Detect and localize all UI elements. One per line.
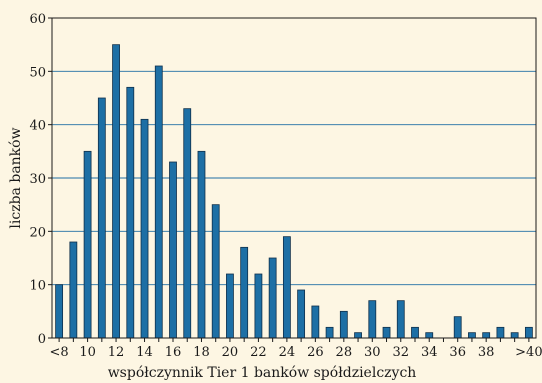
x-axis-title: współczynnik Tier 1 banków spółdzielczyc… — [108, 365, 417, 381]
bar-9 — [69, 241, 78, 339]
x-tick-label: 20 — [222, 345, 239, 360]
bar-27 — [325, 326, 334, 339]
x-tick-label: 32 — [392, 345, 409, 360]
bar-12 — [112, 44, 120, 339]
x-tick-label: 38 — [478, 345, 495, 360]
x-tick-label: 14 — [136, 345, 153, 360]
bar-24 — [282, 236, 291, 339]
y-tick-label: 30 — [29, 172, 46, 187]
bar-19 — [211, 204, 220, 339]
y-tick-label: 60 — [29, 12, 46, 27]
x-tick-label: <8 — [50, 345, 69, 360]
x-tick-label: 24 — [279, 345, 296, 360]
x-tick-label: 16 — [165, 345, 182, 360]
y-tick-label: 10 — [29, 279, 46, 294]
y-tick-label: 40 — [29, 119, 46, 134]
bar-14 — [140, 118, 149, 339]
x-tick-label: 18 — [193, 345, 210, 360]
bar-40 — [510, 332, 519, 339]
bar-16 — [169, 161, 177, 339]
bar-29 — [354, 332, 362, 339]
bar-30 — [368, 300, 377, 339]
y-axis-title: liczba banków — [8, 127, 24, 228]
bar-11 — [97, 97, 106, 339]
bar-21 — [240, 246, 249, 339]
y-tick-label: 20 — [29, 225, 46, 240]
grid-lines — [52, 70, 536, 286]
bar-34 — [425, 332, 434, 339]
bar-22 — [254, 273, 263, 339]
bar-18 — [197, 150, 206, 339]
x-tick-label: 22 — [250, 345, 267, 360]
bar-31 — [382, 326, 391, 339]
x-tick-label: 28 — [336, 345, 353, 360]
bar-33 — [411, 326, 419, 339]
bar-38 — [482, 332, 491, 339]
bar-26 — [311, 305, 320, 339]
bar-23 — [268, 257, 277, 339]
x-tick-label: 10 — [79, 345, 96, 360]
bar-10 — [83, 150, 92, 339]
bar-<8 — [55, 284, 64, 339]
bar-36 — [453, 316, 462, 339]
bar-28 — [339, 310, 348, 339]
bar-13 — [126, 86, 135, 339]
x-tick-label: 36 — [449, 345, 466, 360]
x-tick-label: 12 — [108, 345, 125, 360]
x-axis-ticks: <8 10 12 14 16 18 20 22 24 26 28 30 32 34 36 38 >40 — [50, 338, 542, 360]
x-tick-label: 34 — [421, 345, 438, 360]
y-tick-label: 0 — [38, 332, 46, 347]
x-tick-label: 26 — [307, 345, 324, 360]
y-axis-ticks: 0 10 20 30 40 50 60 — [29, 12, 52, 347]
bar-20 — [226, 273, 234, 339]
bars — [55, 44, 533, 339]
bar-32 — [396, 300, 405, 339]
x-tick-label: >40 — [515, 345, 542, 360]
bar-15 — [154, 65, 163, 339]
x-tick-label: 30 — [364, 345, 381, 360]
bar-25 — [297, 289, 306, 339]
bar-39 — [496, 326, 505, 339]
bar-17 — [183, 108, 192, 339]
bar-37 — [468, 332, 476, 339]
y-tick-label: 50 — [29, 65, 46, 80]
bar->40 — [524, 326, 533, 339]
